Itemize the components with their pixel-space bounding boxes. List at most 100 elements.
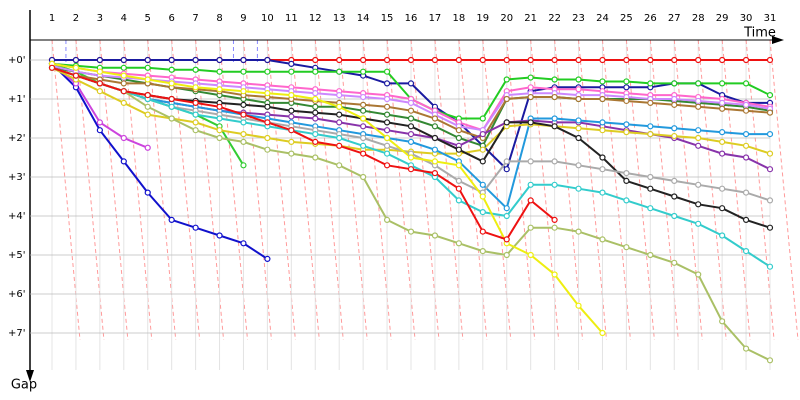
decoration [51,39,799,370]
data-point [575,86,582,93]
data-point [216,86,223,93]
data-point [551,56,558,64]
lap-diagonal [362,39,392,341]
data-point [695,181,702,188]
x-tick-label: 13 [333,13,346,24]
data-point [216,103,223,110]
lap-diagonal [99,39,129,341]
data-point [144,64,151,71]
data-point [575,125,582,132]
data-point [216,232,223,239]
data-point [647,99,654,107]
data-point [742,80,750,87]
data-point [695,103,702,110]
data-point [192,66,199,73]
lap-diagonal [386,39,416,341]
data-point [742,101,750,108]
data-point [671,80,678,87]
data-point [551,76,558,83]
data-point [719,185,726,192]
series-line [51,62,604,334]
data-point [623,78,630,85]
data-point [766,109,774,116]
data-point [120,88,127,95]
data-point [360,115,367,122]
lap-diagonal [290,39,320,341]
data-point [431,56,439,64]
data-point [383,162,391,169]
data-point [647,185,654,192]
data-point [623,177,630,184]
data-point [383,150,391,157]
data-point [336,111,343,118]
x-tick-label: 2 [73,13,79,24]
lap-diagonal [147,39,177,341]
data-point [575,95,582,103]
data-point [599,329,606,337]
data-point [383,103,391,110]
x-tick-label: 23 [572,13,585,24]
data-point [623,56,630,64]
data-point [455,197,462,204]
data-point [144,103,151,110]
data-point [671,132,678,140]
x-tick-label: 5 [145,13,151,24]
data-point [72,64,80,71]
lap-diagonal [745,39,775,341]
x-tick-label: 6 [168,13,174,24]
data-point [48,64,56,71]
data-point [336,56,343,64]
data-point [383,216,391,223]
data-point [623,121,630,128]
data-point [647,131,654,138]
data-point [623,244,630,251]
data-point [766,150,774,157]
data-point [360,107,367,114]
data-point [312,115,319,122]
data-point [599,166,606,173]
data-point [479,158,486,165]
data-point [192,84,199,91]
data-point [431,134,439,142]
data-point [527,84,534,91]
data-point [240,240,247,247]
lap-diagonal [649,39,679,341]
data-point [742,248,750,255]
data-point [719,232,726,239]
data-point [407,166,415,173]
y-tick-label: +1' [8,94,26,105]
data-point [264,134,271,142]
data-point [719,138,726,145]
data-point [695,134,702,142]
data-point [647,56,654,64]
data-point [288,150,295,157]
x-tick-label: 12 [309,13,322,24]
data-point [766,263,774,270]
data-point [360,123,367,130]
data-point [240,119,247,126]
data-point [551,224,558,231]
data-point [216,127,223,134]
data-point [407,80,415,87]
data-point [192,111,199,118]
x-tick-label: 30 [740,13,753,24]
x-tick-label: 10 [261,13,274,24]
data-point [766,224,774,231]
data-point [144,76,151,83]
data-point [240,68,247,75]
data-point [503,236,510,243]
data-point [360,134,367,142]
data-point [288,127,295,134]
x-tick-label: 8 [216,13,222,24]
data-point [719,80,726,87]
data-point [312,109,319,116]
data-point [647,173,654,181]
data-point [503,76,510,83]
data-point [96,127,103,134]
data-point [360,101,367,108]
data-point [575,185,582,192]
data-point [192,127,199,134]
data-point [766,166,774,173]
data-point [695,56,702,64]
data-point [766,56,774,64]
